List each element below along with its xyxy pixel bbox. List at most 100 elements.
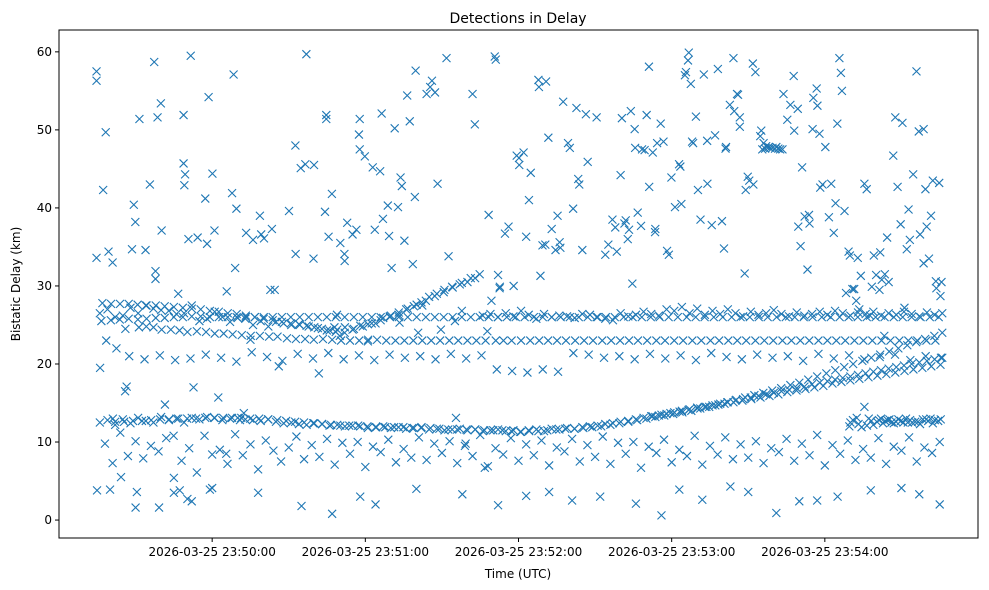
data-point: [460, 441, 470, 451]
data-point: [830, 306, 840, 316]
data-point: [828, 440, 837, 450]
data-point: [808, 312, 817, 322]
data-point: [860, 179, 869, 189]
data-point: [155, 415, 165, 424]
data-point: [646, 309, 656, 319]
data-point: [385, 350, 394, 360]
data-point: [335, 238, 345, 248]
data-point: [547, 424, 557, 434]
data-point: [837, 86, 847, 96]
data-point: [651, 448, 661, 458]
data-point: [204, 92, 213, 102]
data-point: [241, 312, 251, 322]
data-point: [156, 98, 166, 108]
data-point: [362, 422, 372, 431]
data-point: [478, 426, 488, 436]
data-point: [394, 422, 403, 432]
data-point: [725, 100, 735, 110]
data-point: [684, 48, 694, 58]
data-point: [874, 433, 883, 443]
data-point: [778, 145, 787, 154]
data-point: [169, 302, 179, 312]
data-point: [116, 472, 126, 482]
data-point: [101, 127, 111, 137]
data-point: [493, 500, 503, 510]
data-point: [599, 353, 609, 363]
data-point: [384, 231, 394, 241]
data-point: [256, 416, 266, 426]
data-point: [161, 433, 171, 443]
data-point: [584, 350, 594, 360]
data-point: [659, 137, 668, 146]
data-point: [219, 329, 229, 338]
data-point: [320, 207, 330, 217]
data-point: [754, 312, 764, 322]
data-point: [411, 66, 421, 75]
data-point: [526, 168, 536, 178]
data-point: [255, 331, 265, 341]
data-point: [475, 430, 485, 440]
data-point: [210, 307, 220, 317]
data-point: [391, 336, 400, 345]
data-point: [801, 384, 810, 394]
data-point: [669, 336, 679, 345]
data-point: [595, 492, 605, 502]
data-point: [256, 316, 266, 326]
data-point: [624, 336, 634, 345]
data-point: [490, 52, 500, 61]
data-point: [103, 304, 112, 314]
data-point: [141, 245, 150, 255]
data-point: [868, 307, 878, 317]
data-point: [92, 486, 102, 495]
data-point: [408, 259, 418, 269]
data-point: [920, 334, 930, 344]
data-point: [439, 287, 449, 297]
data-point: [812, 84, 822, 93]
data-point: [213, 393, 223, 402]
data-point: [832, 119, 842, 129]
data-point: [682, 451, 692, 461]
data-point: [247, 347, 257, 357]
data-point: [417, 422, 426, 432]
data-point: [349, 312, 359, 322]
data-point: [452, 458, 462, 468]
data-point: [930, 310, 939, 320]
data-point: [534, 75, 543, 85]
data-point: [781, 312, 791, 322]
data-point: [881, 369, 891, 379]
data-point: [437, 448, 447, 458]
y-tick-label: 60: [37, 45, 52, 59]
data-point: [457, 312, 467, 322]
data-point: [740, 269, 750, 278]
data-point: [617, 113, 627, 123]
data-point: [650, 227, 660, 237]
x-tick-label: 2026-03-25 23:51:00: [302, 545, 429, 559]
data-point: [184, 443, 194, 453]
data-point: [914, 489, 924, 499]
data-point: [471, 336, 481, 345]
data-point: [677, 406, 687, 416]
data-point: [331, 312, 341, 322]
data-point: [200, 431, 209, 441]
data-point: [302, 321, 312, 331]
data-points: [92, 48, 947, 520]
data-point: [937, 328, 947, 338]
data-point: [340, 422, 350, 431]
data-point: [367, 312, 377, 322]
data-point: [853, 253, 863, 263]
data-point: [822, 376, 832, 386]
data-point: [725, 482, 735, 491]
data-point: [792, 386, 801, 395]
data-point: [332, 420, 342, 430]
data-point: [337, 438, 347, 448]
data-point: [822, 310, 832, 320]
data-point: [227, 188, 237, 198]
data-point: [696, 336, 706, 345]
data-point: [363, 335, 373, 345]
data-point: [248, 235, 258, 245]
data-point: [523, 368, 532, 377]
data-point: [126, 418, 135, 428]
data-point: [794, 496, 804, 506]
data-point: [484, 210, 494, 220]
data-point: [841, 288, 851, 298]
